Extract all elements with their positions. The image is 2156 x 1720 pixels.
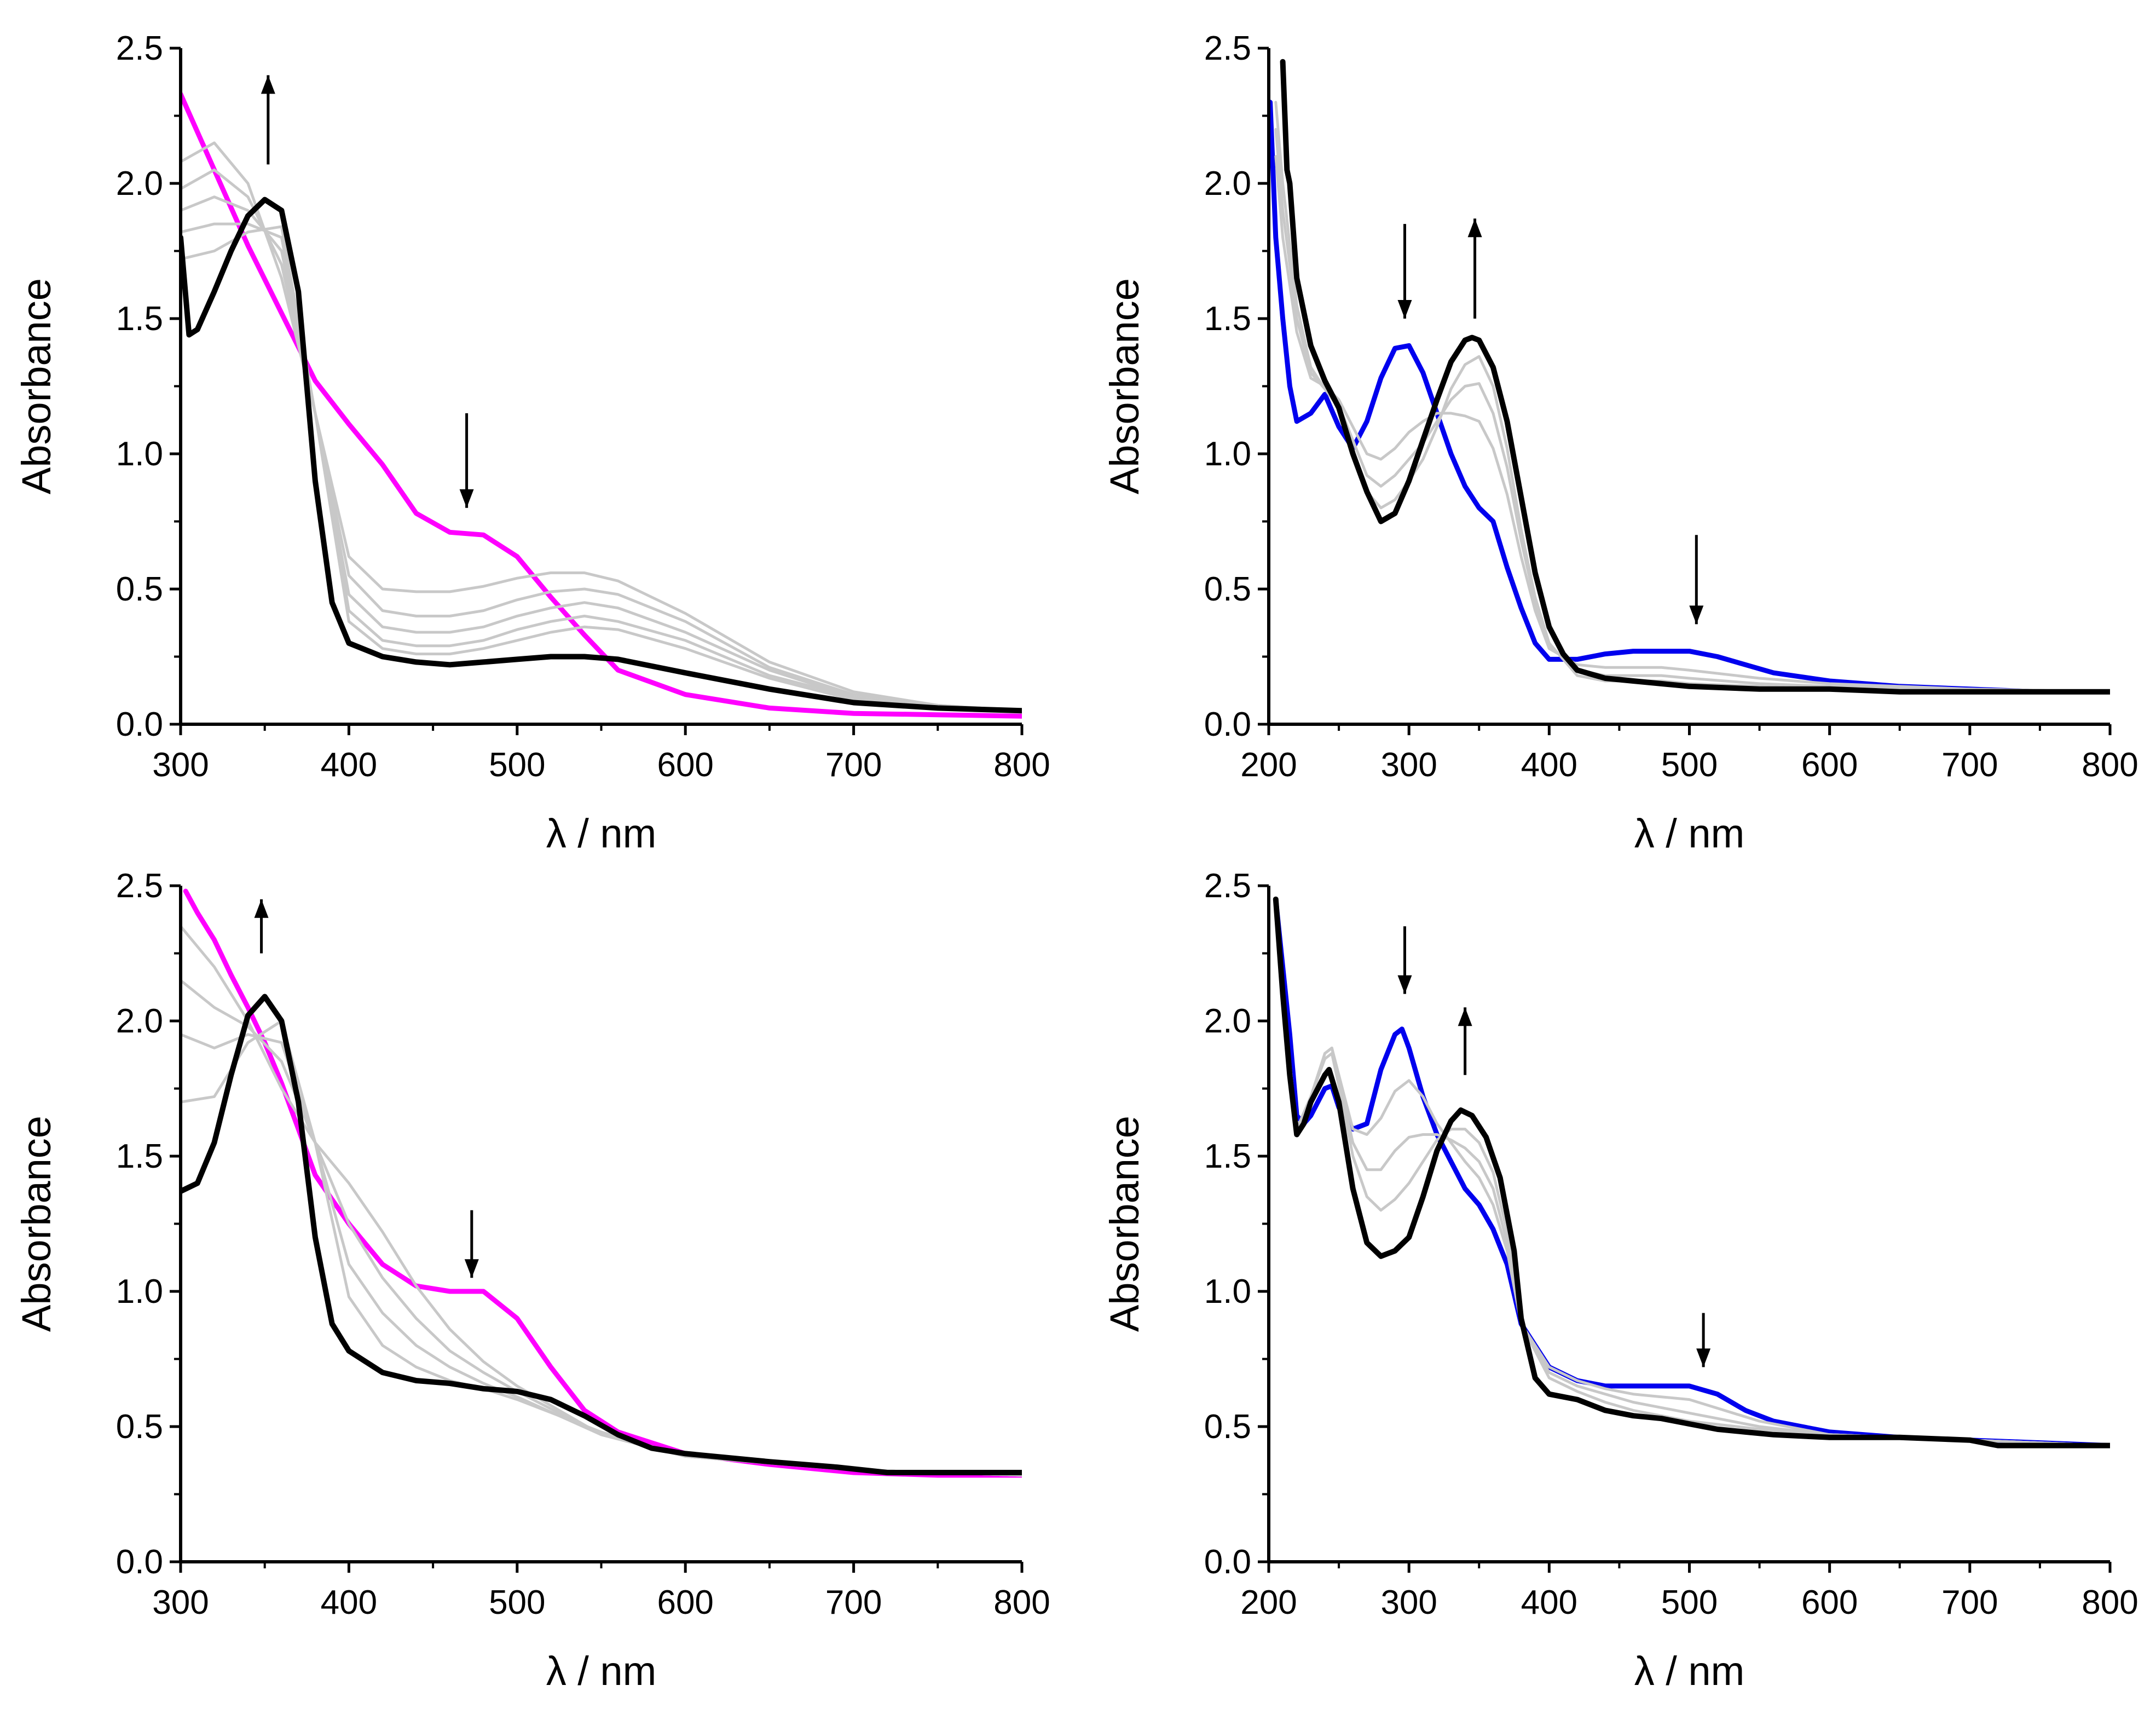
x-axis-title: λ / nm bbox=[1634, 811, 1744, 856]
arrow-down-head bbox=[1397, 300, 1412, 319]
x-tick-label: 700 bbox=[825, 1584, 882, 1621]
arrow-up-head bbox=[261, 75, 275, 94]
x-tick-label: 800 bbox=[993, 1584, 1050, 1621]
x-tick-label: 800 bbox=[2082, 1584, 2138, 1621]
series-line-initial bbox=[1269, 100, 2110, 695]
y-tick-label: 2.5 bbox=[116, 30, 163, 67]
arrow-up-head bbox=[1467, 218, 1482, 238]
y-tick-label: 2.5 bbox=[116, 867, 163, 905]
x-axis-title: λ / nm bbox=[546, 811, 656, 856]
x-tick-label: 600 bbox=[657, 1584, 713, 1621]
panel-d: 0.0 0.5 1.0 1.5 2.0 2.5 200 300 400 500 600 700 800 λ… bbox=[1102, 867, 2138, 1694]
series-line-intermediate-3 bbox=[1274, 911, 2110, 1447]
y-tick-label: 0.0 bbox=[116, 706, 163, 743]
series-line-initial bbox=[1273, 897, 2110, 1448]
series-line-intermediate-4 bbox=[181, 1019, 1022, 1477]
series-line-intermediate-2 bbox=[1274, 911, 2110, 1447]
x-tick-label: 600 bbox=[657, 746, 713, 784]
x-tick-label: 400 bbox=[321, 1584, 377, 1621]
x-tick-label: 200 bbox=[1240, 746, 1297, 784]
panel-a: 0.0 0.5 1.0 1.5 2.0 2.5 300 400 500 600 700 800 λ / … bbox=[14, 30, 1050, 856]
y-tick-label: 1.5 bbox=[1204, 300, 1251, 338]
y-tick-label: 2.0 bbox=[116, 1002, 163, 1040]
series-line-intermediate-1 bbox=[181, 141, 1022, 712]
panel-b: 0.0 0.5 1.0 1.5 2.0 2.5 200 300 400 500 600 700 800 λ… bbox=[1102, 30, 2138, 856]
y-tick-label: 0.0 bbox=[116, 1543, 163, 1581]
x-tick-label: 500 bbox=[489, 1584, 545, 1621]
series-line-intermediate-2 bbox=[181, 979, 1022, 1477]
y-axis-title: Absorbance bbox=[1102, 1116, 1147, 1332]
x-tick-label: 200 bbox=[1240, 1584, 1297, 1621]
x-tick-label: 600 bbox=[1801, 1584, 1858, 1621]
x-tick-label: 800 bbox=[2082, 746, 2138, 784]
series-line-final bbox=[181, 994, 1022, 1475]
y-tick-label: 0.5 bbox=[1204, 1408, 1251, 1446]
series-line-intermediate-3 bbox=[181, 1033, 1022, 1477]
x-tick-label: 300 bbox=[152, 746, 209, 784]
y-axis-title: Absorbance bbox=[14, 1116, 59, 1332]
x-tick-label: 700 bbox=[1941, 1584, 1998, 1621]
y-axis-title: Absorbance bbox=[14, 278, 59, 494]
series-group bbox=[1273, 896, 2110, 1448]
y-tick-label: 0.5 bbox=[116, 570, 163, 608]
x-tick-label: 700 bbox=[1941, 746, 1998, 784]
y-tick-label: 2.0 bbox=[116, 165, 163, 203]
x-axis-title: λ / nm bbox=[1634, 1648, 1744, 1694]
y-tick-label: 0.0 bbox=[1204, 706, 1251, 743]
arrow-down-head bbox=[1397, 975, 1412, 994]
series-line-intermediate-1 bbox=[1274, 911, 2110, 1447]
x-tick-label: 500 bbox=[1661, 746, 1718, 784]
x-axis-title: λ / nm bbox=[546, 1648, 656, 1694]
x-tick-label: 500 bbox=[489, 746, 545, 784]
series-group bbox=[1269, 59, 2110, 695]
y-tick-label: 2.0 bbox=[1204, 1002, 1251, 1040]
y-axis-title: Absorbance bbox=[1102, 278, 1147, 494]
arrow-down-head bbox=[1689, 605, 1704, 625]
arrow-down-head bbox=[464, 1259, 479, 1278]
series-line-initial bbox=[181, 91, 1022, 719]
y-tick-label: 0.5 bbox=[1204, 570, 1251, 608]
series-line-final bbox=[181, 197, 1022, 714]
y-tick-label: 1.0 bbox=[1204, 1273, 1251, 1311]
series-line-final bbox=[1273, 896, 2110, 1448]
series-group bbox=[181, 888, 1022, 1478]
x-tick-label: 500 bbox=[1661, 1584, 1718, 1621]
series-line-intermediate-3 bbox=[181, 195, 1022, 712]
series-line-intermediate-4 bbox=[181, 222, 1022, 712]
y-tick-label: 2.0 bbox=[1204, 165, 1251, 203]
arrow-down-head bbox=[1696, 1348, 1711, 1367]
x-tick-label: 400 bbox=[321, 746, 377, 784]
x-tick-label: 300 bbox=[1380, 1584, 1437, 1621]
x-tick-label: 600 bbox=[1801, 746, 1858, 784]
panel-c: 0.0 0.5 1.0 1.5 2.0 2.5 300 400 500 600 700 800 λ / … bbox=[14, 867, 1050, 1694]
y-tick-label: 1.5 bbox=[1204, 1138, 1251, 1175]
y-tick-label: 1.5 bbox=[116, 1138, 163, 1175]
arrow-up-head bbox=[1458, 1007, 1472, 1026]
series-line-intermediate-2 bbox=[181, 168, 1022, 712]
y-tick-label: 2.5 bbox=[1204, 30, 1251, 67]
arrow-down-head bbox=[459, 489, 474, 508]
x-tick-label: 300 bbox=[152, 1584, 209, 1621]
y-tick-label: 2.5 bbox=[1204, 867, 1251, 905]
arrow-up-head bbox=[254, 899, 269, 918]
y-tick-label: 0.5 bbox=[116, 1408, 163, 1446]
series-group bbox=[181, 91, 1022, 719]
x-tick-label: 400 bbox=[1521, 746, 1577, 784]
x-tick-label: 400 bbox=[1521, 1584, 1577, 1621]
y-tick-label: 1.5 bbox=[116, 300, 163, 338]
series-line-intermediate-3 bbox=[1274, 101, 2110, 694]
series-line-final bbox=[1280, 59, 2110, 695]
y-tick-label: 1.0 bbox=[116, 1273, 163, 1311]
x-tick-label: 700 bbox=[825, 746, 882, 784]
x-tick-label: 800 bbox=[993, 746, 1050, 784]
x-tick-label: 300 bbox=[1380, 746, 1437, 784]
series-line-intermediate-5 bbox=[181, 225, 1022, 712]
y-tick-label: 1.0 bbox=[1204, 435, 1251, 473]
y-tick-label: 1.0 bbox=[116, 435, 163, 473]
y-tick-label: 0.0 bbox=[1204, 1543, 1251, 1581]
series-line-intermediate-1 bbox=[181, 925, 1022, 1477]
